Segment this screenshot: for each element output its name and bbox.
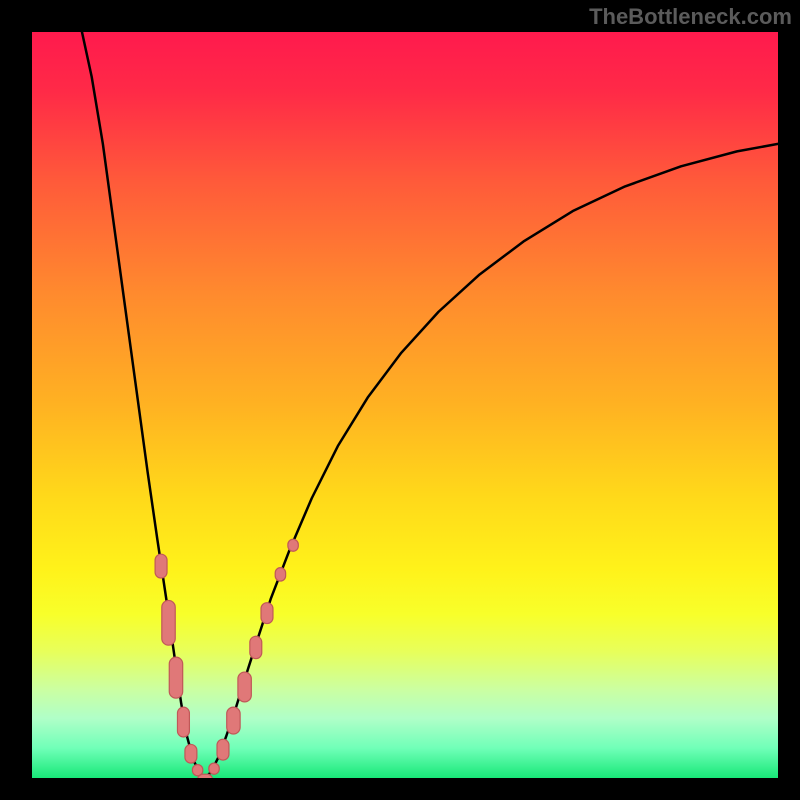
watermark-text: TheBottleneck.com xyxy=(589,4,792,30)
chart-svg xyxy=(0,0,800,800)
bottleneck-chart: TheBottleneck.com xyxy=(0,0,800,800)
